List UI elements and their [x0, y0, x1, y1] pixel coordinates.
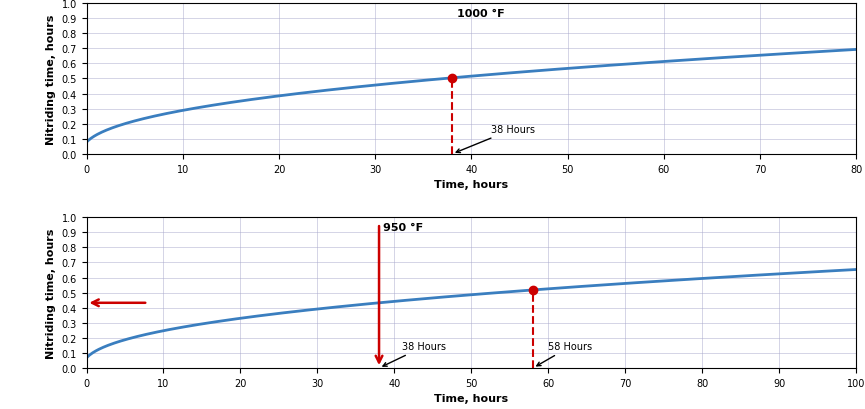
- Y-axis label: Nitriding time, hours: Nitriding time, hours: [46, 228, 56, 358]
- Text: 38 Hours: 38 Hours: [456, 125, 535, 153]
- Text: 58 Hours: 58 Hours: [537, 342, 593, 366]
- Text: 950 °F: 950 °F: [383, 222, 423, 232]
- Text: 1000 °F: 1000 °F: [457, 9, 504, 18]
- X-axis label: Time, hours: Time, hours: [434, 393, 509, 403]
- Text: 38 Hours: 38 Hours: [383, 342, 446, 366]
- Y-axis label: Nitriding time, hours: Nitriding time, hours: [46, 14, 56, 144]
- X-axis label: Time, hours: Time, hours: [434, 180, 509, 190]
